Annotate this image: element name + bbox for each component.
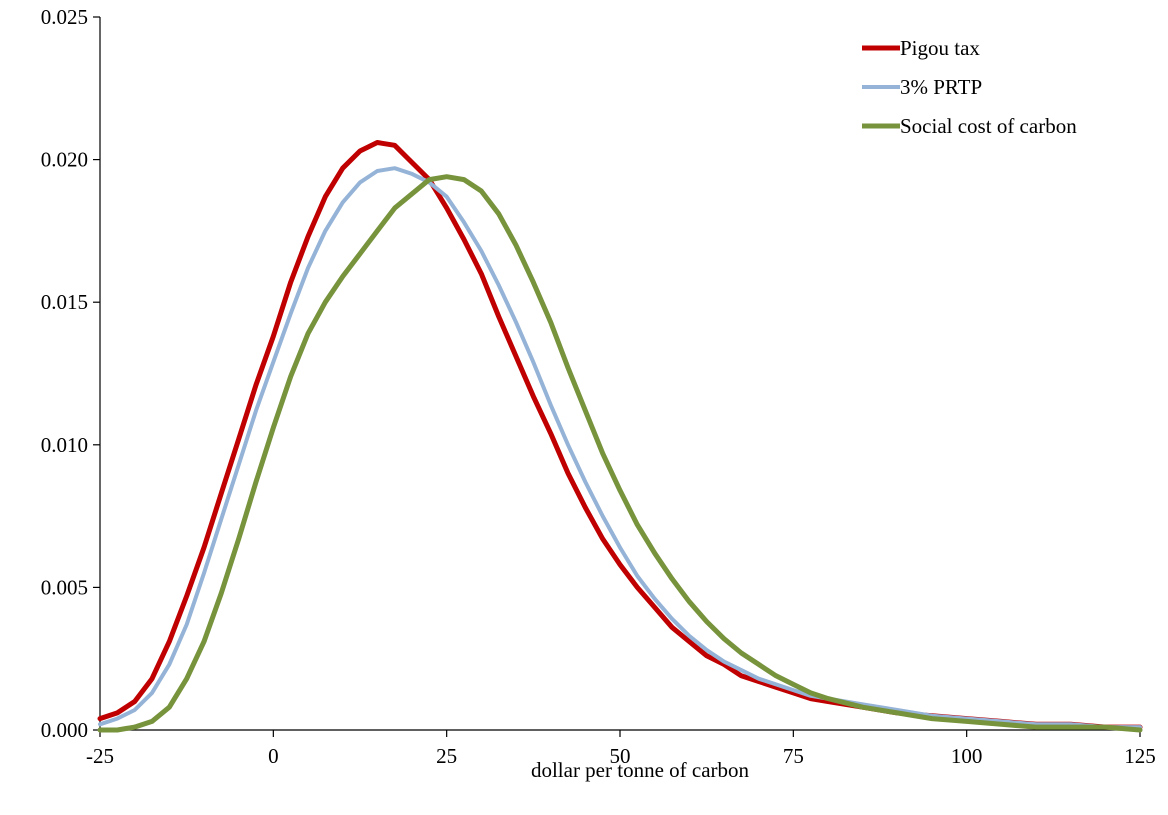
- x-axis-title: dollar per tonne of carbon: [531, 758, 750, 782]
- x-tick-label: 100: [951, 744, 983, 768]
- x-tick-label: 25: [436, 744, 457, 768]
- y-tick-label: 0.020: [41, 148, 88, 172]
- legend-label-0: Pigou tax: [900, 36, 980, 60]
- x-tick-label: 50: [610, 744, 631, 768]
- series-line-1: [98, 166, 1142, 730]
- series-lines: [97, 140, 1143, 733]
- legend-label-1: 3% PRTP: [900, 75, 982, 99]
- y-tick-label: 0.000: [41, 718, 88, 742]
- y-tick-label: 0.010: [41, 433, 88, 457]
- legend: Pigou tax 3% PRTP Social cost of carbon: [862, 36, 1077, 138]
- series-line-2: [97, 174, 1143, 733]
- legend-label-2: Social cost of carbon: [900, 114, 1077, 138]
- y-tick-label: 0.015: [41, 290, 88, 314]
- x-axis-ticks: -25 0 25 50 75 100 125: [86, 730, 1156, 768]
- x-tick-label: 75: [783, 744, 804, 768]
- y-axis-ticks: 0.000 0.005 0.010 0.015 0.020 0.025: [41, 5, 100, 742]
- y-tick-label: 0.005: [41, 575, 88, 599]
- x-tick-label: -25: [86, 744, 114, 768]
- series-line-0: [97, 140, 1143, 730]
- y-tick-label: 0.025: [41, 5, 88, 29]
- x-tick-label: 0: [268, 744, 279, 768]
- x-tick-label: 125: [1124, 744, 1156, 768]
